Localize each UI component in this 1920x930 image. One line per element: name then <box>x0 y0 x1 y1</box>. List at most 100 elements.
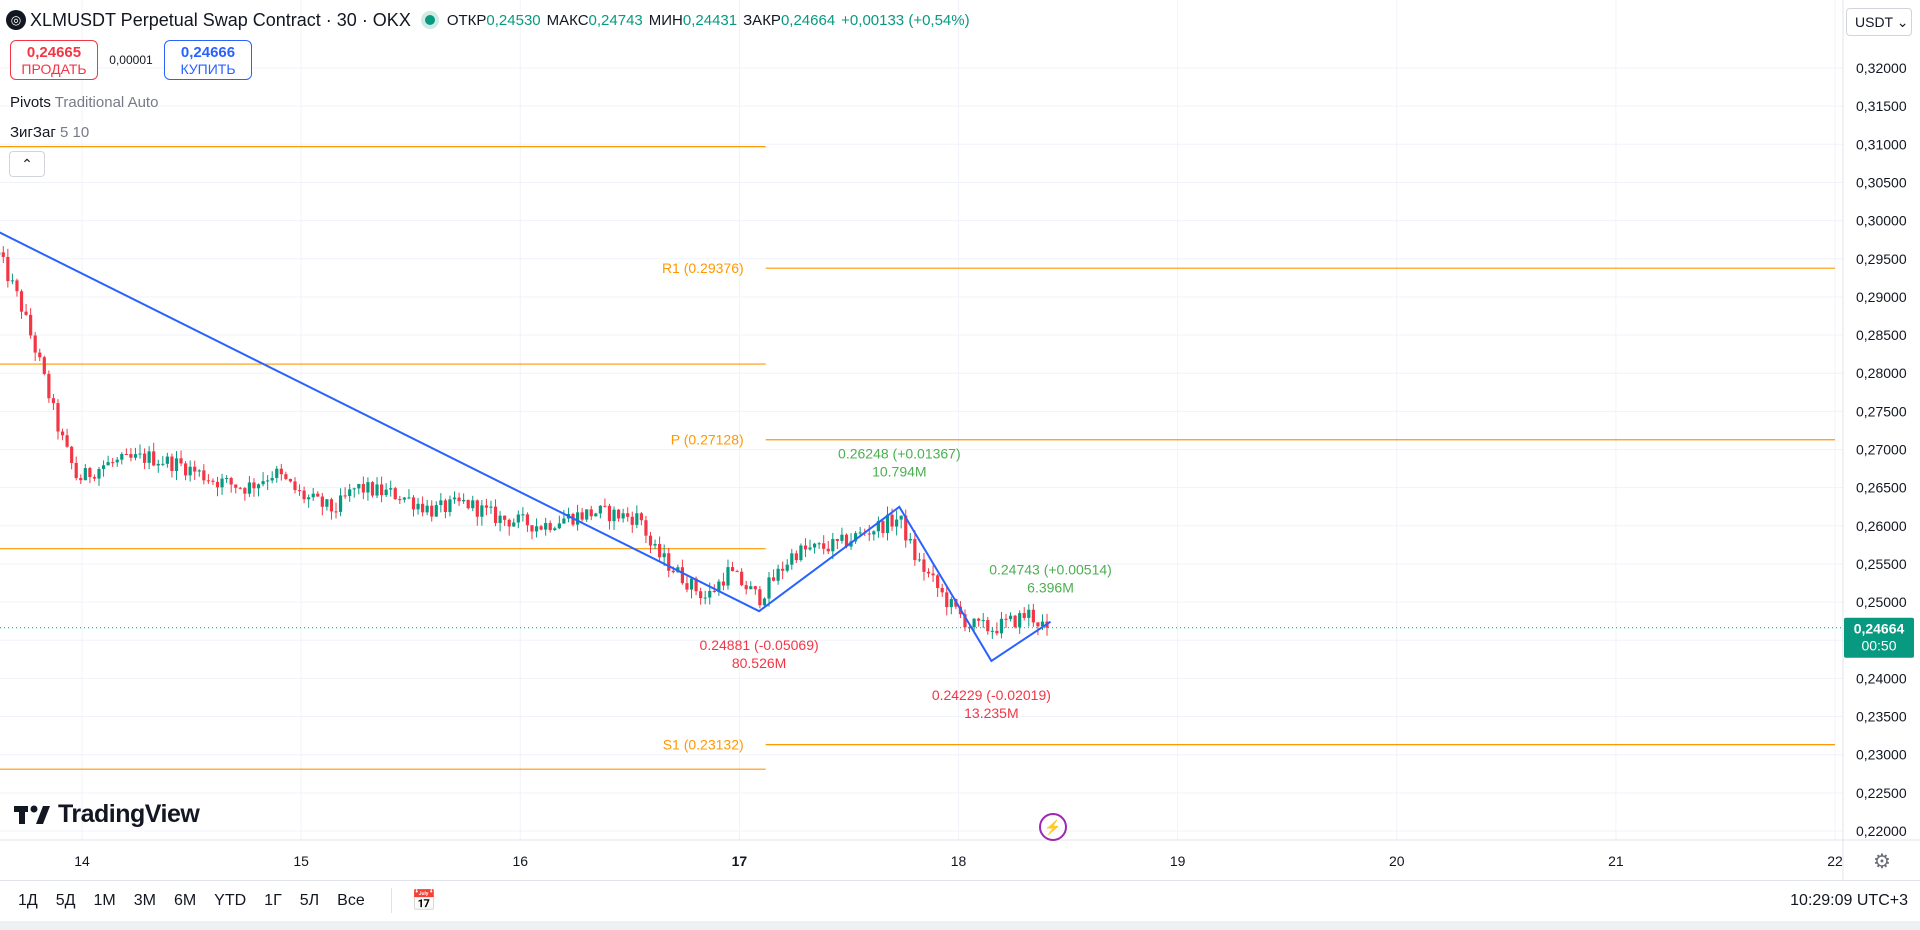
candle-body <box>247 482 252 494</box>
high-value: 0,24743 <box>588 11 643 29</box>
calendar-icon[interactable]: 📅 <box>390 888 437 913</box>
candle-body <box>516 514 520 523</box>
candle-body <box>252 482 256 489</box>
time-axis-tick-label: 17 <box>732 853 748 869</box>
range-5d-button[interactable]: 5Д <box>55 891 76 909</box>
candle-body <box>402 497 406 500</box>
candle-body <box>908 538 912 541</box>
candle-body <box>493 506 498 524</box>
candle-body <box>1027 609 1031 618</box>
candle-body <box>338 495 343 512</box>
candle-body <box>808 547 812 550</box>
candle-body <box>680 567 684 584</box>
candle-body <box>462 499 466 502</box>
candle-body <box>161 463 165 465</box>
candle-body <box>211 480 215 482</box>
range-1d-button[interactable]: 1Д <box>18 891 38 909</box>
zigzag-indicator-legend[interactable]: ЗигЗаг 5 10 <box>10 124 89 141</box>
candle-body <box>881 521 885 533</box>
candle-body <box>689 578 694 590</box>
price-axis-tick-label: 0,30500 <box>1856 174 1907 190</box>
candle-body <box>489 506 493 508</box>
range-5y-button[interactable]: 5Л <box>299 891 320 909</box>
candle-body <box>785 564 789 571</box>
candle-body <box>74 462 78 479</box>
collapse-legend-button[interactable]: ⌃ <box>9 151 45 177</box>
range-all-button[interactable]: Все <box>337 891 365 909</box>
price-axis-tick-label: 0,22500 <box>1856 785 1907 801</box>
time-axis-tick-label: 14 <box>74 853 90 869</box>
candle-body <box>370 482 375 496</box>
candle-body <box>47 373 51 399</box>
candle-body <box>302 490 306 500</box>
candle-body <box>530 525 534 532</box>
candle-body <box>65 435 69 447</box>
low-label: МИН <box>648 11 683 29</box>
range-6m-button[interactable]: 6М <box>173 891 197 909</box>
candle-body <box>1018 613 1022 628</box>
candle-body <box>844 534 849 547</box>
candle-body <box>594 513 598 517</box>
close-label: ЗАКР <box>743 11 781 29</box>
buy-button[interactable]: 0,24666 КУПИТЬ <box>164 40 252 80</box>
zigzag-params: 5 10 <box>59 124 90 141</box>
pivots-indicator-legend[interactable]: Pivots Traditional Auto <box>10 94 158 111</box>
candle-body <box>325 499 329 507</box>
candle-body <box>379 484 384 496</box>
change-value: +0,00133 (+0,54%) <box>841 11 970 29</box>
candle-body <box>762 598 767 606</box>
candle-body <box>899 515 903 520</box>
candle-body <box>703 597 707 599</box>
candle-body <box>270 477 274 481</box>
candle-body <box>70 446 74 463</box>
spread-value: 0,00001 <box>109 53 153 67</box>
range-ytd-button[interactable]: YTD <box>214 891 247 909</box>
candle-body <box>803 545 808 550</box>
currency-select[interactable]: USDT ⌄ <box>1846 8 1912 36</box>
candle-body <box>361 484 365 493</box>
candle-body <box>507 519 511 527</box>
range-1y-button[interactable]: 1Г <box>264 891 282 909</box>
range-1m-button[interactable]: 1М <box>93 891 116 909</box>
candle-body <box>626 513 630 517</box>
candle-body <box>648 535 653 546</box>
time-axis-tick-label: 20 <box>1389 853 1405 869</box>
range-3m-button[interactable]: 3М <box>133 891 156 909</box>
candle-body <box>279 468 283 475</box>
price-axis-tick-label: 0,27500 <box>1856 403 1907 419</box>
candle-body <box>384 489 388 496</box>
candle-body <box>812 543 817 548</box>
candle-body <box>256 484 261 489</box>
candle-body <box>475 500 479 517</box>
candle-body <box>721 581 726 586</box>
candle-body <box>284 474 288 479</box>
lightning-icon[interactable]: ⚡ <box>1039 813 1067 841</box>
candle-body <box>243 488 247 494</box>
candle-body <box>826 548 830 552</box>
candle-body <box>307 497 311 500</box>
current-price-badge <box>1844 617 1914 658</box>
candle-body <box>662 553 666 558</box>
candle-body <box>229 478 233 485</box>
symbol-title[interactable]: XLMUSDT Perpetual Swap Contract · 30 · O… <box>30 9 411 30</box>
tradingview-logo[interactable]: TradingView <box>14 800 200 829</box>
candle-body <box>275 468 279 478</box>
sell-price: 0,24665 <box>26 44 82 61</box>
sell-button[interactable]: 0,24665 ПРОДАТЬ <box>10 40 98 80</box>
time-axis-tick-label: 22 <box>1827 853 1843 869</box>
candle-body <box>24 311 28 315</box>
candle-body <box>995 630 999 634</box>
time-axis-tick-label: 15 <box>293 853 309 869</box>
price-axis-tick-label: 0,23500 <box>1856 709 1907 725</box>
pivots-name: Pivots <box>10 94 51 111</box>
candle-body <box>170 456 174 471</box>
candle-body <box>88 468 92 478</box>
price-axis-tick-label: 0,29500 <box>1856 251 1907 267</box>
candle-body <box>776 568 780 581</box>
candle-body <box>557 523 561 529</box>
candle-body <box>630 516 634 525</box>
clock-display[interactable]: 10:29:09 UTC+3 <box>1790 892 1908 909</box>
price-chart[interactable]: 0,32000 0,31500 0,31000 0,30500 0,30000 0,295… <box>0 0 1920 880</box>
gear-icon[interactable]: ⚙ <box>1873 851 1891 873</box>
candle-body <box>749 586 753 590</box>
